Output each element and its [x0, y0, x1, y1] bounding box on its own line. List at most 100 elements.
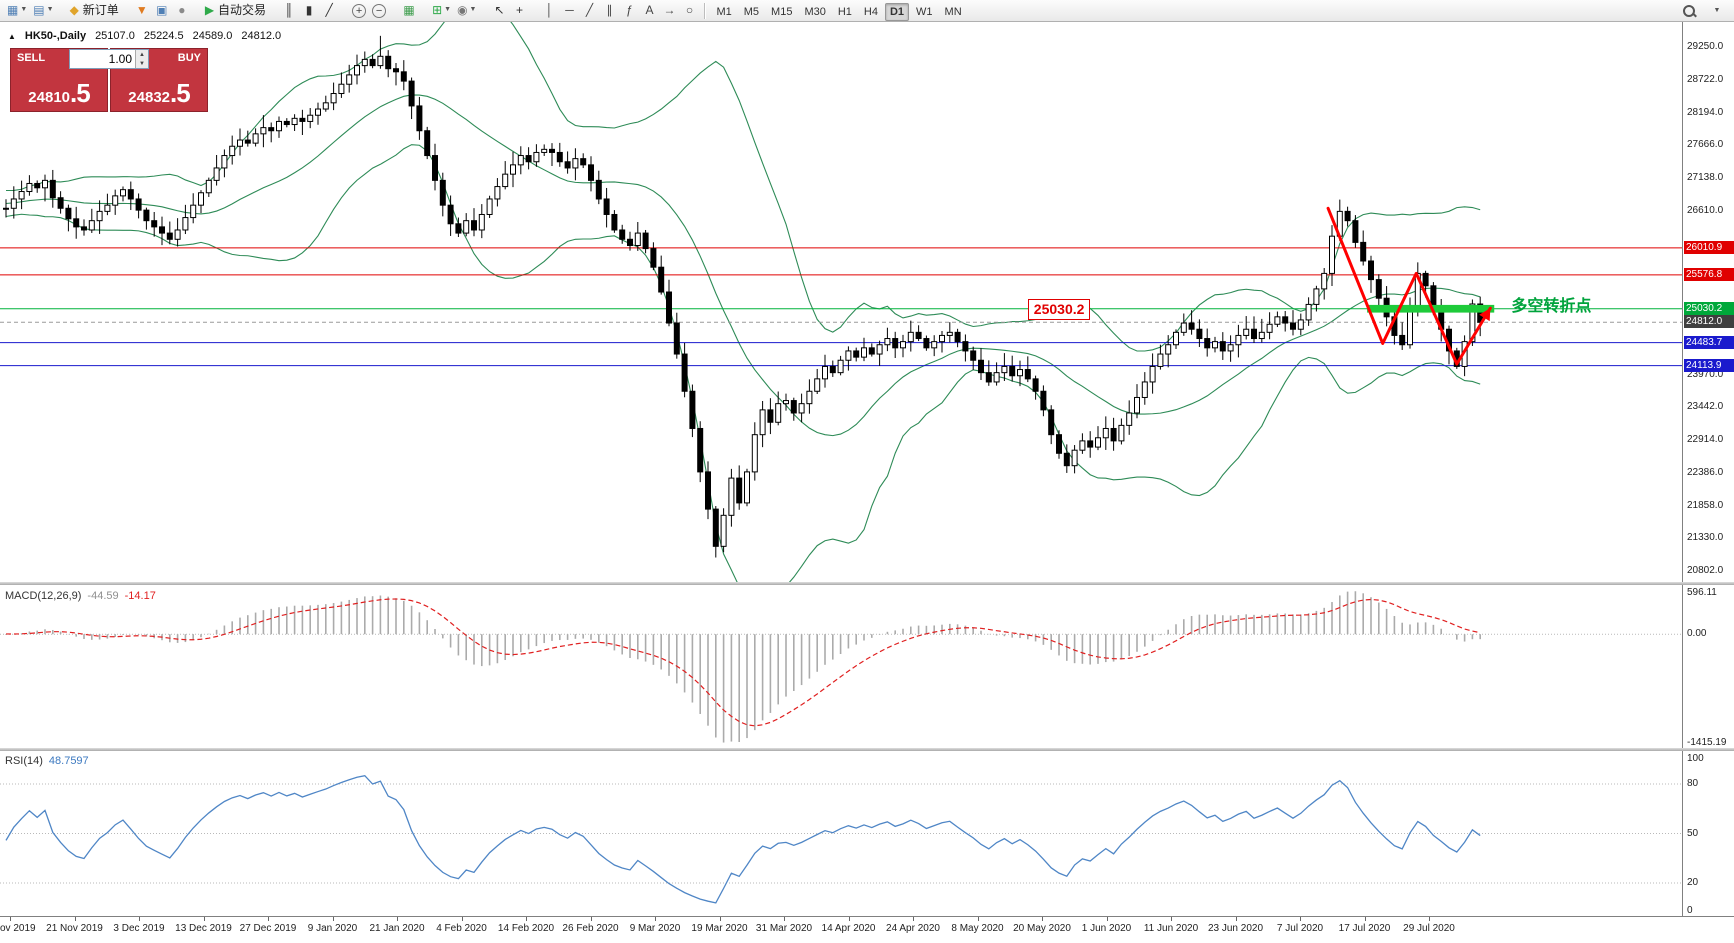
- time-axis-tick: [203, 917, 205, 921]
- tile-windows-icon[interactable]: ▦: [399, 0, 419, 19]
- timeframe-M5[interactable]: M5: [743, 5, 760, 18]
- date-label: 9 Mar 2020: [629, 923, 681, 934]
- timeframe-M15[interactable]: M15: [771, 5, 793, 18]
- price-axis-label: 28722.0: [1687, 73, 1724, 85]
- timeframe-H4[interactable]: H4: [863, 5, 878, 18]
- new-chart-icon-glyph: ▦: [7, 2, 19, 17]
- date-label: 31 Mar 2020: [755, 923, 813, 934]
- pivot-annotation-text[interactable]: 多空转折点: [1511, 298, 1592, 316]
- signals-icon[interactable]: ▣: [152, 0, 172, 19]
- volume-up-icon[interactable]: ▲: [136, 50, 148, 59]
- line-chart-type-icon[interactable]: ╱: [319, 0, 339, 19]
- price-axis[interactable]: 29250.0 28722.0 28194.0 27666.0 27138.0 26610…: [1682, 22, 1734, 916]
- volume-down-icon[interactable]: ▼: [136, 59, 148, 68]
- date-label: 7 Jul 2020: [1276, 923, 1324, 934]
- chart-symbol-title: HK50-,Daily: [24, 30, 87, 42]
- zoom-out-icon-glyph: −: [372, 4, 387, 19]
- market-funnel-icon[interactable]: ▼: [132, 0, 152, 19]
- cursor-icon[interactable]: ↖: [489, 0, 509, 19]
- date-label: 21 Jan 2020: [369, 923, 425, 934]
- price-line-label-24483.7: 24483.7: [1684, 335, 1734, 349]
- timeframe-M1[interactable]: M1: [716, 5, 732, 18]
- time-axis-tick: [1300, 917, 1301, 921]
- chart-profiles-icon[interactable]: ▤ ▼: [30, 0, 56, 19]
- sell-price: 24810.5: [28, 78, 90, 108]
- crosshair-icon[interactable]: +: [509, 0, 529, 19]
- chart-window[interactable]: ▲ HK50-,Daily 25107.0 25224.5 24589.0 24…: [0, 22, 1734, 943]
- buy-button[interactable]: BUY 24832.5: [110, 48, 208, 112]
- indicators-icon[interactable]: ⊞ ▼: [429, 0, 454, 19]
- rsi-line: [5, 775, 1481, 904]
- price-axis-label: 29250.0: [1687, 40, 1724, 52]
- trend-zigzag[interactable]: [1326, 206, 1492, 366]
- time-axis-tick: [977, 917, 979, 921]
- date-label: 1 Nov 2019: [0, 923, 36, 934]
- objects-list-icon[interactable]: ◉ ▼: [454, 0, 479, 19]
- macd-label: MACD(12,26,9) -44.59 -14.17: [5, 590, 156, 602]
- timeframe-D1[interactable]: D1: [884, 2, 910, 21]
- new-order-button-glyph: ◆: [69, 2, 79, 17]
- time-axis-tick: [1106, 917, 1108, 921]
- chart-profiles-icon-glyph: ▤: [33, 2, 45, 17]
- trendline-icon[interactable]: ╱: [579, 0, 599, 19]
- main-toolbar: ▦ ▼ ▤ ▼ ◆ 新订单 ▼ ▣ ● ▶ 自动交易 ║ ▮ ╱ + − ▦ ⊞ ▼ ◉ ▼ ↖ + │ ─ ╱ ∥ ƒ A → ○ M1 M…: [0, 0, 1734, 22]
- price-axis-label: 28194.0: [1687, 106, 1724, 118]
- panel-separator-macd[interactable]: [0, 582, 1734, 585]
- bollinger-bands: [5, 22, 1481, 582]
- price-axis-label: 27138.0: [1687, 172, 1724, 183]
- price-axis-label: 23970.0: [1687, 368, 1724, 380]
- time-axis-tick: [784, 917, 785, 921]
- shapes-tool-icon[interactable]: ○: [679, 0, 699, 19]
- new-order-button-label: 新订单: [82, 3, 119, 18]
- annotations-layer[interactable]: [1326, 206, 1495, 366]
- price-axis-label: 26610.0: [1687, 204, 1724, 216]
- main-chart[interactable]: [0, 22, 1682, 582]
- price-axis-label: 22386.0: [1687, 466, 1724, 478]
- text-tool-icon[interactable]: A: [639, 0, 659, 19]
- time-axis-tick: [1235, 917, 1237, 921]
- trend-arrowhead: [1479, 308, 1491, 322]
- news-icon[interactable]: ●: [172, 0, 192, 19]
- line-chart-type-icon-glyph: ╱: [325, 2, 333, 17]
- zoom-in-icon[interactable]: +: [349, 2, 369, 21]
- timeframe-MN[interactable]: MN: [944, 5, 962, 18]
- fibonacci-icon[interactable]: ƒ: [619, 0, 639, 19]
- macd-axis-label: 0.00: [1687, 628, 1707, 640]
- autotrading-button[interactable]: ▶ 自动交易: [202, 0, 269, 19]
- panel-separator-rsi[interactable]: [0, 748, 1734, 751]
- signals-icon-glyph: ▣: [156, 2, 168, 17]
- vertical-line-icon[interactable]: │: [539, 0, 559, 19]
- price-axis-label: 21330.0: [1687, 532, 1724, 544]
- price-callout-25030[interactable]: 25030.2: [1027, 298, 1091, 320]
- macd-axis-label: -1415.19: [1687, 737, 1727, 749]
- channel-icon[interactable]: ∥: [599, 0, 619, 19]
- time-axis[interactable]: 1 Nov 2019 21 Nov 2019 3 Dec 2019 13 Dec 20…: [0, 916, 1734, 943]
- new-chart-icon[interactable]: ▦ ▼: [4, 0, 30, 19]
- bar-chart-type-icon-glyph: ║: [284, 2, 294, 17]
- rsi-panel[interactable]: [0, 751, 1682, 916]
- trendline-icon-glyph: ╱: [585, 2, 594, 17]
- volume-input[interactable]: [70, 50, 135, 68]
- search-icon[interactable]: [1678, 1, 1700, 20]
- window-restore-icon[interactable]: ▲: [8, 31, 16, 41]
- time-axis-tick: [1042, 917, 1043, 921]
- macd-panel[interactable]: [0, 585, 1682, 748]
- timeframe-H1[interactable]: H1: [837, 5, 852, 18]
- candle-chart-type-icon[interactable]: ▮: [299, 0, 319, 19]
- price-axis-label: 20802.0: [1687, 565, 1724, 577]
- date-label: 4 Feb 2020: [436, 923, 487, 934]
- zoom-out-icon[interactable]: −: [369, 2, 389, 21]
- timeframe-W1[interactable]: W1: [916, 5, 933, 18]
- toolbar-icon-groups: ▦ ▼ ▤ ▼ ◆ 新订单 ▼ ▣ ● ▶ 自动交易 ║ ▮ ╱ + − ▦ ⊞ ▼ ◉ ▼ ↖ + │ ─ ╱ ∥ ƒ A → ○: [4, 0, 699, 21]
- rsi-axis-label: 20: [1687, 877, 1699, 888]
- toolbar-more-dropdown[interactable]: ▼: [1713, 7, 1721, 14]
- new-order-button[interactable]: ◆ 新订单: [67, 0, 122, 19]
- rsi-axis-label: 100: [1687, 753, 1704, 764]
- ohlc-close: 24812.0: [241, 30, 282, 42]
- timeframe-M30[interactable]: M30: [804, 5, 826, 18]
- arrow-tool-icon[interactable]: →: [659, 0, 679, 19]
- bar-chart-type-icon[interactable]: ║: [279, 0, 299, 19]
- horizontal-line-icon[interactable]: ─: [559, 0, 579, 19]
- time-axis-tick: [139, 917, 140, 921]
- date-label: 8 May 2020: [951, 923, 1004, 934]
